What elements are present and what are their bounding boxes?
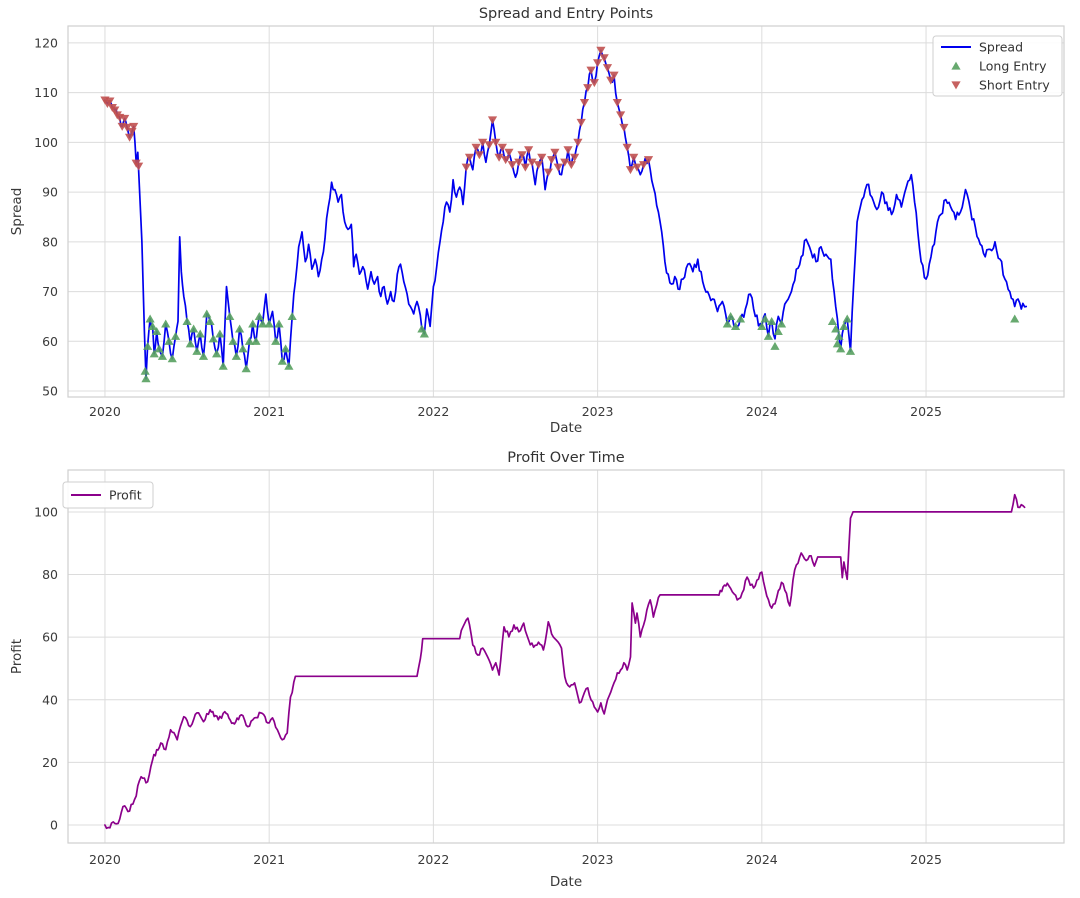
svg-text:20: 20: [42, 755, 58, 770]
svg-text:0: 0: [50, 817, 58, 832]
svg-text:2023: 2023: [582, 404, 614, 419]
x-axis-label: Date: [550, 874, 582, 890]
plot-area: [68, 26, 1064, 397]
legend-label: Profit: [109, 488, 142, 503]
legend-label: Short Entry: [979, 78, 1050, 93]
legend-label: Spread: [979, 40, 1023, 55]
svg-text:40: 40: [42, 692, 58, 707]
svg-text:2024: 2024: [746, 404, 778, 419]
legend-triangle-up-icon: [951, 61, 961, 70]
svg-text:70: 70: [42, 284, 58, 299]
svg-text:90: 90: [42, 185, 58, 200]
svg-text:50: 50: [42, 384, 58, 399]
profit-line: [104, 493, 1026, 830]
plot-border: [67, 469, 1065, 844]
legend: Profit: [62, 481, 154, 509]
y-tick-labels: 50 60 70 80 90 100 110 120: [34, 35, 58, 398]
chart-title: Profit Over Time: [507, 450, 624, 466]
long-entry-markers: [140, 309, 1020, 383]
svg-text:110: 110: [34, 85, 58, 100]
svg-text:2023: 2023: [582, 852, 614, 867]
svg-text:80: 80: [42, 234, 58, 249]
plot-area: [68, 470, 1064, 843]
x-tick-labels: 2020 2021 2022 2023 2024 2025: [89, 852, 942, 867]
legend: Spread Long Entry Short Entry: [932, 35, 1063, 97]
y-tick-labels: 0 20 40 60 80 100: [34, 504, 58, 832]
svg-text:100: 100: [34, 504, 58, 519]
spread-line: [104, 49, 1028, 380]
svg-text:80: 80: [42, 567, 58, 582]
spread-chart: 2020 2021 2022 2023 2024 2025 50 60 70 80 90 100 110…: [9, 6, 1065, 436]
svg-text:2025: 2025: [910, 404, 942, 419]
svg-text:2021: 2021: [253, 852, 285, 867]
svg-text:100: 100: [34, 135, 58, 150]
svg-text:2022: 2022: [417, 404, 449, 419]
svg-text:60: 60: [42, 334, 58, 349]
svg-text:2022: 2022: [417, 852, 449, 867]
short-entry-markers: [100, 46, 654, 177]
y-axis-label: Spread: [9, 188, 25, 236]
svg-text:60: 60: [42, 630, 58, 645]
svg-text:120: 120: [34, 35, 58, 50]
gridlines: [68, 470, 1064, 843]
svg-text:2024: 2024: [746, 852, 778, 867]
chart-title: Spread and Entry Points: [479, 6, 653, 22]
legend-triangle-down-icon: [951, 81, 961, 90]
profit-chart: 2020 2021 2022 2023 2024 2025 0 20 40 60 80 100 Prof…: [9, 450, 1065, 890]
svg-text:2021: 2021: [253, 404, 285, 419]
legend-label: Long Entry: [979, 59, 1047, 74]
y-axis-label: Profit: [9, 639, 25, 674]
plot-border: [67, 25, 1065, 398]
x-axis-label: Date: [550, 420, 582, 436]
svg-text:2020: 2020: [89, 404, 121, 419]
svg-text:2025: 2025: [910, 852, 942, 867]
x-tick-labels: 2020 2021 2022 2023 2024 2025: [89, 404, 942, 419]
svg-text:2020: 2020: [89, 852, 121, 867]
